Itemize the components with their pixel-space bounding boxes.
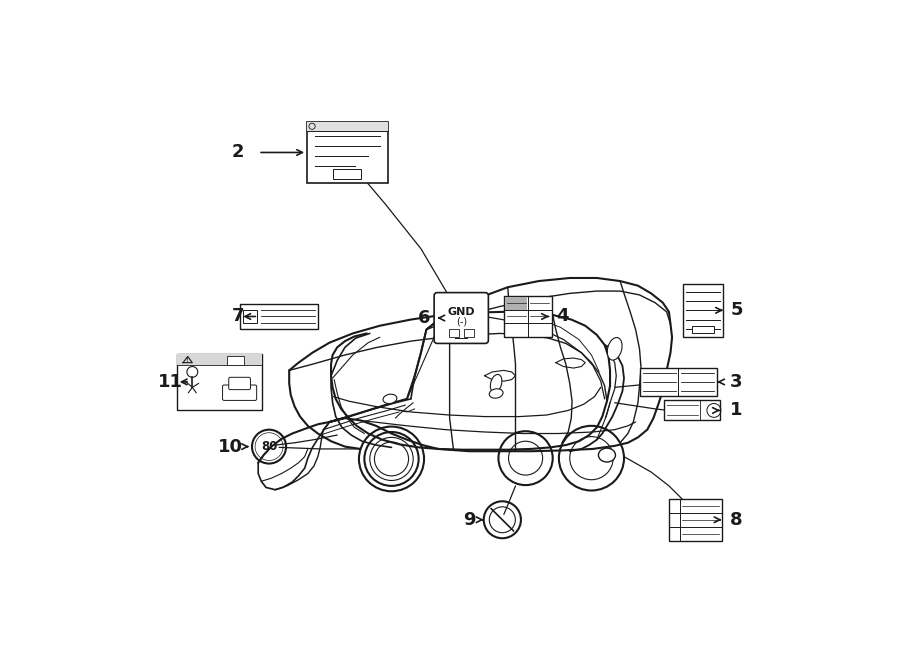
FancyBboxPatch shape xyxy=(229,377,250,389)
Bar xyxy=(307,122,388,183)
Bar xyxy=(692,326,714,333)
Text: 1: 1 xyxy=(730,401,742,420)
Text: GND: GND xyxy=(447,307,475,317)
Ellipse shape xyxy=(383,394,397,404)
Bar xyxy=(505,297,527,310)
Bar xyxy=(243,309,256,323)
Text: 3: 3 xyxy=(730,373,742,391)
Bar xyxy=(176,354,262,365)
Bar xyxy=(333,169,361,178)
Text: 11: 11 xyxy=(158,373,183,391)
Ellipse shape xyxy=(608,338,622,360)
Ellipse shape xyxy=(490,389,503,398)
Text: 5: 5 xyxy=(730,301,742,319)
Text: !: ! xyxy=(186,358,189,364)
Bar xyxy=(307,122,388,131)
Bar xyxy=(669,498,722,541)
Text: 4: 4 xyxy=(556,307,568,325)
Text: 2: 2 xyxy=(232,143,244,161)
Ellipse shape xyxy=(491,374,502,393)
Bar xyxy=(176,354,262,410)
Text: 8: 8 xyxy=(730,511,742,529)
Text: 80: 80 xyxy=(261,440,277,453)
Bar xyxy=(664,401,720,420)
Bar xyxy=(227,356,244,365)
FancyBboxPatch shape xyxy=(434,293,489,344)
Text: 7: 7 xyxy=(232,307,244,325)
Text: 9: 9 xyxy=(463,511,475,529)
Ellipse shape xyxy=(598,448,616,462)
Bar xyxy=(504,297,552,336)
Text: 10: 10 xyxy=(218,438,243,455)
Text: 6: 6 xyxy=(418,309,430,327)
FancyBboxPatch shape xyxy=(222,385,256,401)
Bar xyxy=(240,304,318,329)
Bar xyxy=(640,368,717,396)
Bar xyxy=(683,284,724,336)
Text: (-): (-) xyxy=(455,316,467,326)
Bar xyxy=(449,329,459,337)
Bar xyxy=(464,329,473,337)
